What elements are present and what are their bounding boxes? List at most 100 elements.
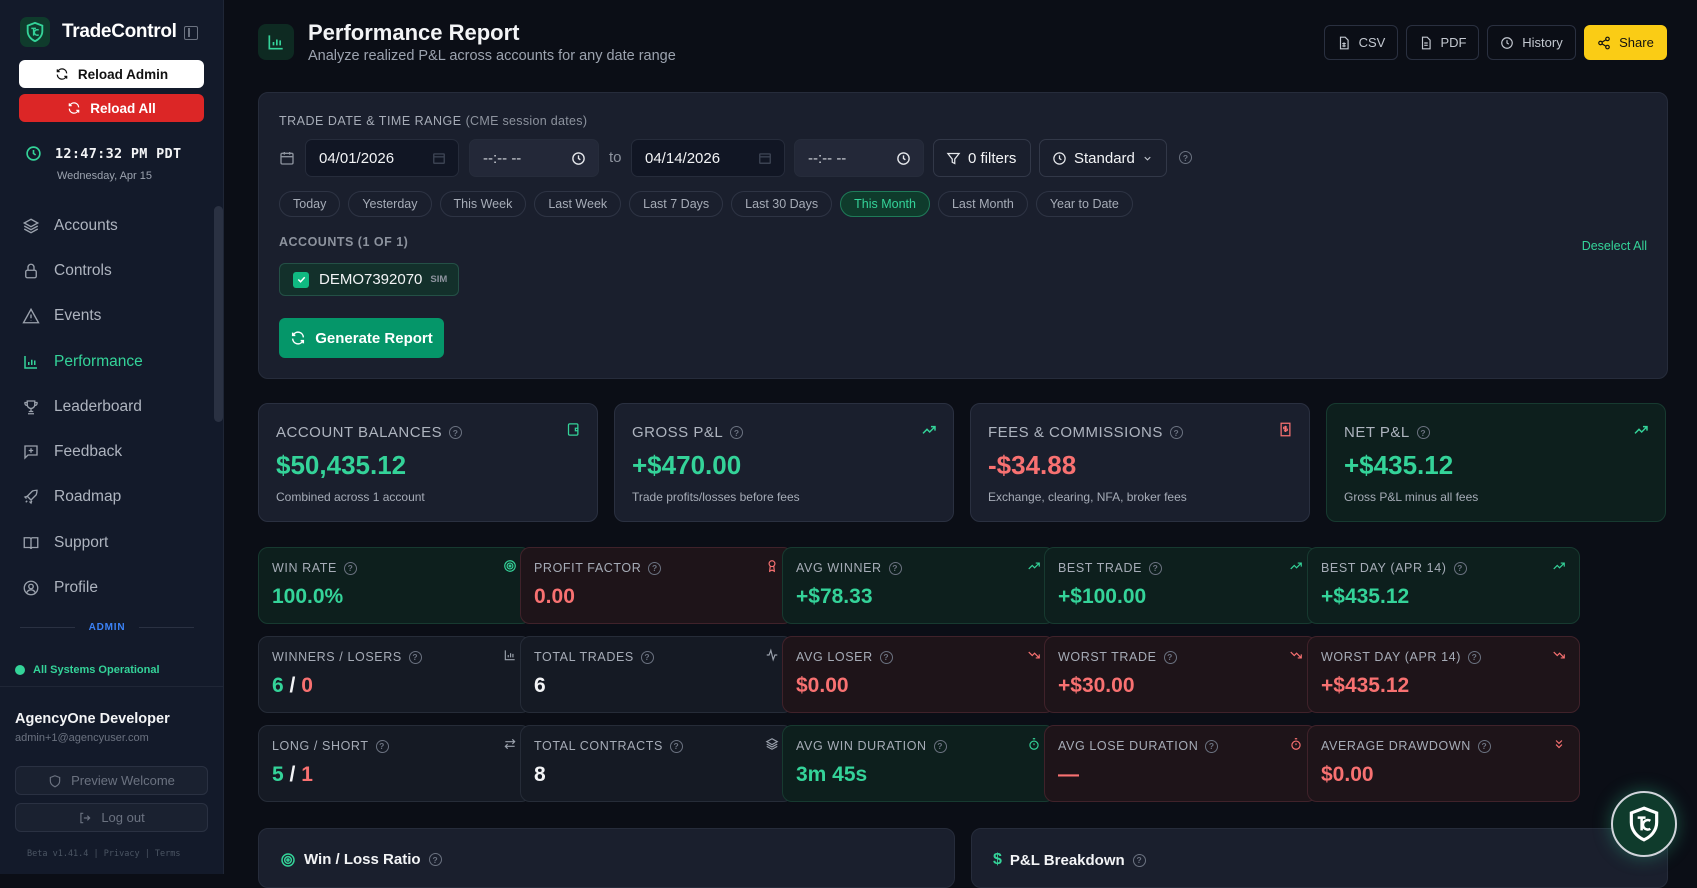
help-icon[interactable]: ? bbox=[640, 650, 654, 664]
reload-admin-button[interactable]: Reload Admin bbox=[19, 60, 204, 88]
help-icon[interactable]: ? bbox=[933, 739, 947, 753]
sidebar-item-controls[interactable]: Controls bbox=[22, 248, 202, 293]
assistant-launcher-button[interactable] bbox=[1611, 791, 1677, 857]
metric-card-winners-losers: WINNERS / LOSERS? 6 / 0 bbox=[258, 636, 531, 713]
end-date-input[interactable]: 04/14/2026 bbox=[631, 139, 785, 177]
help-icon[interactable]: ? bbox=[1132, 853, 1146, 867]
export-csv-button[interactable]: CSV bbox=[1324, 25, 1398, 60]
preset-chip-yesterday[interactable]: Yesterday bbox=[348, 191, 432, 217]
card-description: Combined across 1 account bbox=[276, 490, 425, 504]
preset-chip-today[interactable]: Today bbox=[279, 191, 341, 217]
metric-card-total-contracts: TOTAL CONTRACTS? 8 bbox=[520, 725, 793, 802]
metric-label: AVERAGE DRAWDOWN? bbox=[1321, 739, 1491, 753]
deselect-all-link[interactable]: Deselect All bbox=[1581, 239, 1647, 253]
help-icon[interactable]: ? bbox=[1163, 650, 1177, 664]
preset-chip-last-month[interactable]: Last Month bbox=[937, 191, 1028, 217]
reload-all-button[interactable]: Reload All bbox=[19, 94, 204, 122]
sidebar-item-feedback[interactable]: Feedback bbox=[22, 429, 202, 474]
metric-card-long-short: LONG / SHORT? 5 / 1 bbox=[258, 725, 531, 802]
metric-card-avg-lose-duration: AVG LOSE DURATION? — bbox=[1044, 725, 1317, 802]
help-icon[interactable]: ? bbox=[428, 853, 442, 866]
logout-button[interactable]: Log out bbox=[15, 803, 208, 832]
preset-chip-last-week[interactable]: Last Week bbox=[534, 191, 622, 217]
account-checkbox[interactable] bbox=[293, 271, 309, 288]
footer-links[interactable]: Beta v1.41.4 | Privacy | Terms bbox=[27, 849, 181, 859]
metric-label: AVG WINNER? bbox=[796, 561, 902, 575]
trending-up-icon bbox=[1634, 425, 1648, 434]
metric-card-avg-win-duration: AVG WIN DURATION? 3m 45s bbox=[782, 725, 1055, 802]
pdf-label: PDF bbox=[1440, 35, 1467, 50]
receipt-icon bbox=[1280, 422, 1291, 437]
preset-chip-last-30-days[interactable]: Last 30 Days bbox=[731, 191, 833, 217]
help-icon[interactable]: ? bbox=[1468, 650, 1481, 664]
help-icon[interactable]: ? bbox=[730, 426, 744, 439]
metric-label: AVG LOSER? bbox=[796, 650, 893, 664]
help-icon[interactable]: ? bbox=[1416, 426, 1430, 439]
metric-label: TOTAL CONTRACTS? bbox=[534, 739, 683, 753]
help-icon[interactable]: ? bbox=[648, 561, 662, 575]
help-icon[interactable]: ? bbox=[879, 650, 893, 664]
help-icon[interactable]: ? bbox=[375, 739, 389, 753]
metric-value: $0.00 bbox=[1321, 763, 1374, 786]
to-label: to bbox=[609, 149, 622, 166]
clock-icon bbox=[1053, 151, 1066, 165]
end-time-input[interactable]: --:-- -- bbox=[794, 139, 924, 177]
card-label: FEES & COMMISSIONS? bbox=[988, 424, 1183, 441]
calendar-picker-icon[interactable] bbox=[758, 151, 772, 165]
help-icon[interactable]: ? bbox=[343, 561, 357, 575]
card-description: Trade profits/losses before fees bbox=[632, 490, 800, 504]
clock-icon[interactable] bbox=[571, 151, 586, 166]
calendar-picker-icon[interactable] bbox=[432, 151, 446, 165]
share-button[interactable]: Share bbox=[1584, 25, 1667, 60]
generate-report-button[interactable]: Generate Report bbox=[279, 318, 444, 358]
preview-welcome-label: Preview Welcome bbox=[71, 773, 175, 788]
sidebar-item-roadmap[interactable]: Roadmap bbox=[22, 475, 202, 520]
sidebar-item-profile[interactable]: Profile bbox=[22, 565, 202, 610]
help-icon[interactable]: ? bbox=[1477, 739, 1491, 753]
nav-label: Performance bbox=[54, 352, 143, 370]
filters-button[interactable]: 0 filters bbox=[933, 139, 1031, 177]
metric-card-win-rate: WIN RATE? 100.0% bbox=[258, 547, 531, 624]
start-time-value: --:-- -- bbox=[483, 149, 522, 167]
help-icon[interactable]: ? bbox=[1169, 426, 1183, 439]
start-time-input[interactable]: --:-- -- bbox=[469, 139, 599, 177]
collapse-sidebar-icon[interactable] bbox=[184, 26, 198, 40]
help-icon[interactable]: ? bbox=[888, 561, 902, 575]
brand[interactable]: TradeControl bbox=[20, 17, 177, 47]
sidebar-item-support[interactable]: Support bbox=[22, 520, 202, 565]
start-date-input[interactable]: 04/01/2026 bbox=[305, 139, 459, 177]
preview-welcome-button[interactable]: Preview Welcome bbox=[15, 766, 208, 795]
help-icon[interactable]: ? bbox=[1205, 739, 1219, 753]
sidebar-item-events[interactable]: Events bbox=[22, 294, 202, 339]
sidebar-item-performance[interactable]: Performance bbox=[22, 339, 202, 384]
help-icon[interactable]: ? bbox=[1149, 561, 1163, 575]
refresh-icon bbox=[68, 102, 80, 114]
metric-card-avg-loser: AVG LOSER? $0.00 bbox=[782, 636, 1055, 713]
history-button[interactable]: History bbox=[1487, 25, 1576, 60]
alert-triangle-icon bbox=[22, 308, 40, 324]
award-icon bbox=[768, 560, 776, 573]
preset-chip-year-to-date[interactable]: Year to Date bbox=[1035, 191, 1133, 217]
help-icon[interactable]: ? bbox=[1179, 151, 1192, 164]
preset-chip-last-7-days[interactable]: Last 7 Days bbox=[629, 191, 724, 217]
help-icon[interactable]: ? bbox=[669, 739, 683, 753]
preset-chip-this-week[interactable]: This Week bbox=[439, 191, 527, 217]
date-range-label: TRADE DATE & TIME RANGE (CME session dat… bbox=[279, 114, 587, 128]
export-pdf-button[interactable]: PDF bbox=[1406, 25, 1479, 60]
target-icon bbox=[504, 560, 516, 572]
nav-label: Events bbox=[54, 307, 102, 325]
account-chip[interactable]: DEMO7392070 SIM bbox=[279, 263, 460, 296]
help-icon[interactable]: ? bbox=[1453, 561, 1467, 575]
preset-chip-this-month[interactable]: This Month bbox=[840, 191, 930, 217]
sidebar-scrollbar[interactable] bbox=[214, 206, 223, 422]
section-title: P&L Breakdown bbox=[1009, 851, 1125, 869]
help-icon[interactable]: ? bbox=[408, 650, 422, 664]
sidebar-item-leaderboard[interactable]: Leaderboard bbox=[22, 384, 202, 429]
page-title: Performance Report bbox=[308, 20, 520, 45]
session-mode-select[interactable]: Standard bbox=[1039, 139, 1167, 177]
session-mode-value: Standard bbox=[1074, 149, 1135, 167]
clock-icon[interactable] bbox=[896, 151, 911, 166]
metric-value: +$435.12 bbox=[1321, 585, 1410, 608]
help-icon[interactable]: ? bbox=[449, 426, 463, 439]
sidebar-item-accounts[interactable]: Accounts bbox=[22, 203, 202, 248]
